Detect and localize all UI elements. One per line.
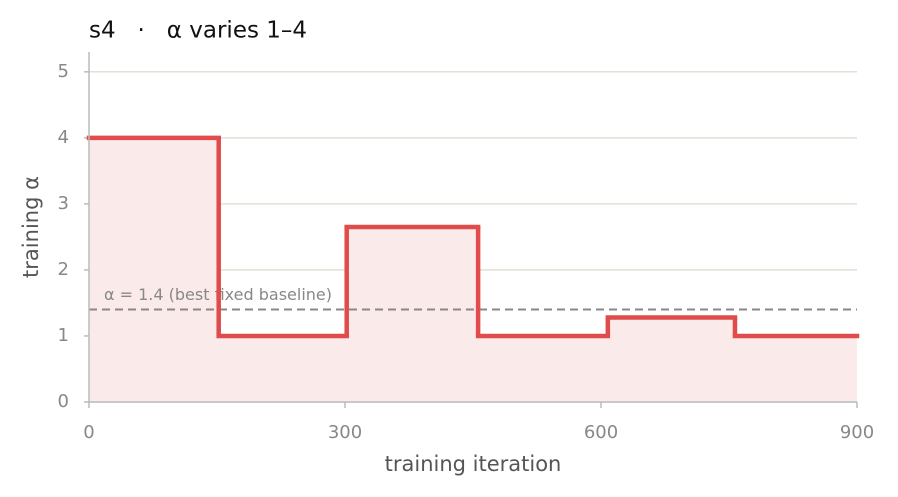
x-tick-label: 0 bbox=[83, 422, 94, 443]
y-tick-label: 1 bbox=[58, 325, 69, 346]
y-tick-label: 3 bbox=[58, 193, 69, 214]
y-axis-label: training α bbox=[19, 176, 43, 278]
x-tick-label: 600 bbox=[584, 422, 618, 443]
y-tick-label: 2 bbox=[58, 259, 69, 280]
chart-title: s4 · α varies 1–4 bbox=[89, 18, 307, 44]
x-tick-label: 900 bbox=[840, 422, 874, 443]
y-tick-label: 0 bbox=[58, 391, 69, 412]
x-tick-label: 300 bbox=[328, 422, 362, 443]
x-axis-label: training iteration bbox=[385, 452, 562, 476]
y-tick-label: 4 bbox=[58, 127, 69, 148]
y-tick-label: 5 bbox=[58, 61, 69, 82]
